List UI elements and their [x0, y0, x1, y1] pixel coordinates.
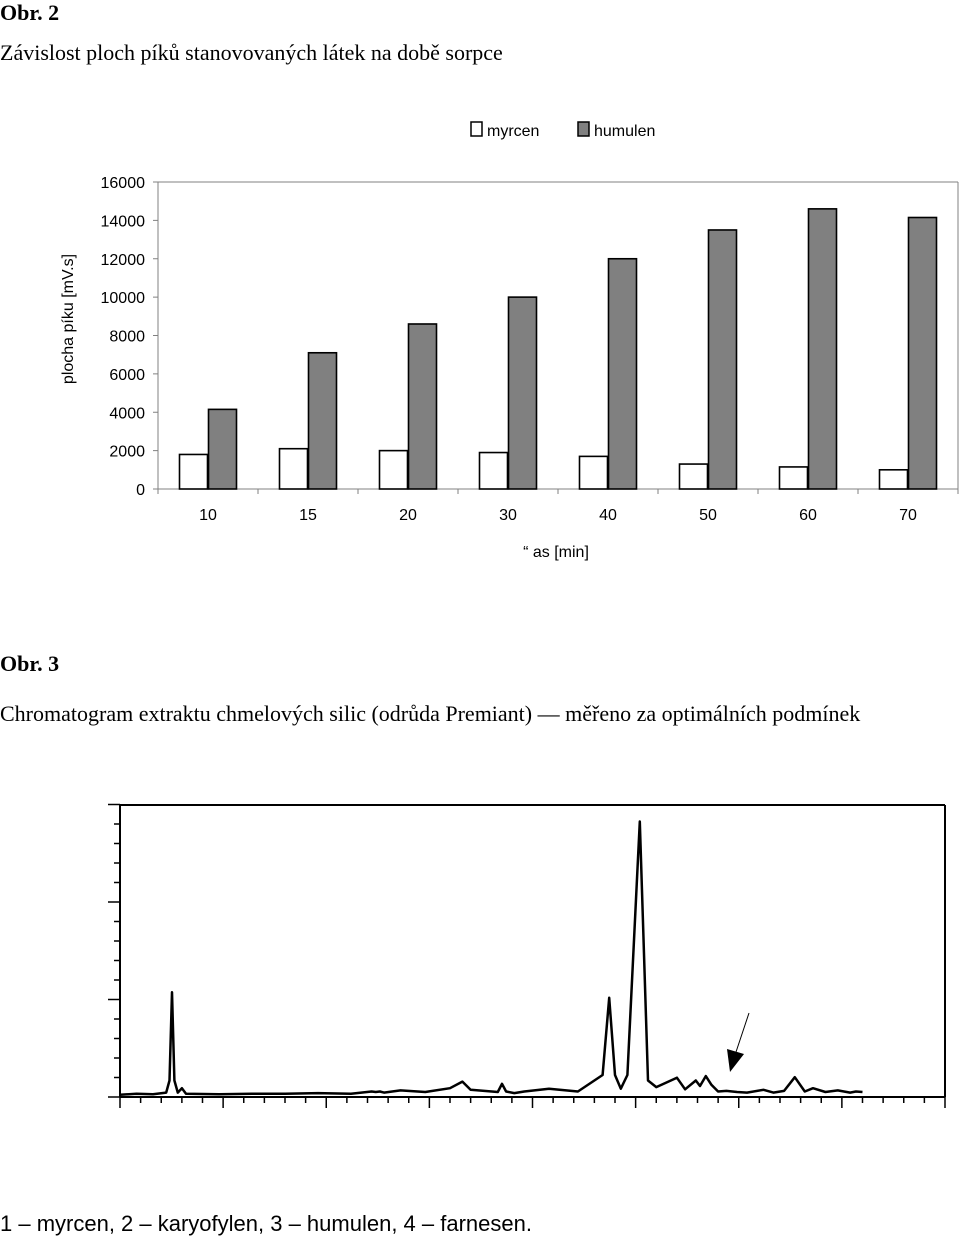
- bar-humulen-20: [407, 323, 438, 490]
- bar-myrcen-40: [578, 455, 609, 490]
- x-tick-label: 60: [799, 507, 817, 524]
- arrow-shaft: [735, 1012, 750, 1053]
- bar-myrcen-50: [678, 463, 709, 490]
- figure-footnote: 1 – myrcen, 2 – karyofylen, 3 – humulen,…: [0, 1211, 532, 1236]
- y-tick-label: 6000: [109, 367, 145, 384]
- y-tick-label: 4000: [109, 405, 145, 422]
- y-tick-label: 0: [136, 482, 145, 499]
- bar-myrcen-70: [878, 469, 909, 490]
- y-tick-labels: 0 2000 4000 6000 8000 10000 12000 14000 16000: [101, 175, 146, 499]
- figure-3-label: Obr. 3: [0, 651, 60, 676]
- y-tick-label: 16000: [101, 175, 146, 192]
- legend-swatch-myrcen: [470, 121, 483, 137]
- legend-swatch-humulen: [577, 121, 590, 137]
- y-tick-label: 2000: [109, 444, 145, 461]
- bar-humulen-70: [907, 216, 938, 490]
- bar-humulen-30: [507, 296, 538, 490]
- bar-myrcen-15: [278, 447, 309, 490]
- chart-legend: myrcen humulen: [470, 121, 655, 140]
- x-tick-label: 10: [199, 507, 217, 524]
- x-tick-label: 30: [499, 507, 517, 524]
- legend-label-myrcen: myrcen: [487, 123, 539, 140]
- bar-myrcen-60: [778, 466, 809, 490]
- figure-2-caption: Závislost ploch píků stanovovaných látek…: [0, 40, 503, 65]
- x-axis-label: “ as [min]: [523, 544, 589, 561]
- bar-chart: myrcen humulen plocha píku [mV.s] “ as [m…: [60, 121, 959, 561]
- annotation-arrow: [727, 1012, 750, 1072]
- bar-humulen-10: [207, 408, 238, 490]
- bar-humulen-40: [607, 257, 638, 490]
- chromatogram-trace: [119, 820, 863, 1097]
- y-tick-label: 14000: [101, 213, 146, 230]
- y-tick-label: 12000: [101, 252, 146, 269]
- x-tick-label: 40: [599, 507, 617, 524]
- arrow-head: [727, 1049, 744, 1072]
- figure-2-label: Obr. 2: [0, 0, 60, 25]
- chromatogram-frame: [108, 803, 946, 1108]
- bar-humulen-60: [807, 208, 838, 490]
- bar-humulen-15: [307, 351, 338, 490]
- x-tick-label: 50: [699, 507, 717, 524]
- legend-label-humulen: humulen: [594, 123, 655, 140]
- y-tick-label: 10000: [101, 290, 146, 307]
- figure-3-caption: Chromatogram extraktu chmelových silic (…: [0, 701, 861, 726]
- bar-myrcen-20: [378, 449, 409, 490]
- bar-myrcen-10: [178, 453, 209, 490]
- bar-humulen-50: [707, 229, 738, 490]
- y-axis-label: plocha píku [mV.s]: [60, 254, 77, 384]
- x-tick-label: 70: [899, 507, 917, 524]
- x-tick-label: 20: [399, 507, 417, 524]
- chart-bars: [178, 208, 938, 490]
- x-tick-labels: 10 15 20 30 40 50 60 70: [199, 507, 917, 524]
- bar-myrcen-30: [478, 451, 509, 490]
- y-tick-label: 8000: [109, 329, 145, 346]
- x-tick-label: 15: [299, 507, 317, 524]
